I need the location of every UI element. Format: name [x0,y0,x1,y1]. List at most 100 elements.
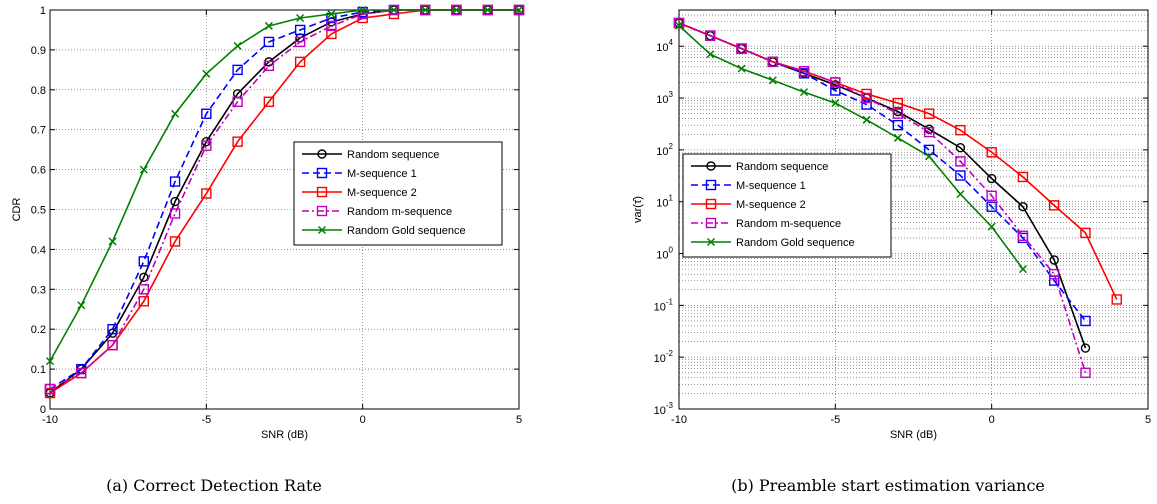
data-point [326,20,337,32]
legend-label: Random sequence [736,161,828,173]
tick-labels: -10 -5 0 5 0 0.1 0.2 0.3 0.4 0.5 0.6 0.7 0.8 0.9 1 [31,5,522,426]
legend-label: M-sequence 1 [347,168,417,180]
series-group [673,17,1122,378]
data-point [1017,230,1029,241]
data-point [201,140,212,151]
legend-label: M-sequence 2 [347,187,417,199]
x-tick-label: 0 [989,414,995,426]
data-point [77,301,86,310]
data-point [830,85,841,96]
data-point [171,109,180,118]
x-tick-label: 5 [516,414,522,426]
legend-marker [316,205,328,217]
data-point [1049,255,1059,265]
chart-cdr: -10 -5 0 5 0 0.1 0.2 0.3 0.4 0.5 0.6 0.7 0.8 0.9 1 SNR … [11,4,525,495]
legend-label: Random m-sequence [736,218,841,230]
caption: (a) Correct Detection Rate [106,476,322,495]
y-tick-label: 0.9 [31,45,46,57]
data-point [232,136,243,147]
legend-marker [706,237,716,247]
data-point [955,143,966,153]
series-line [678,22,1087,322]
data-point [986,173,997,184]
legend-box [682,153,892,258]
legend-marker [706,161,716,171]
y-tick-label: 10-1 [654,297,674,313]
legend-marker [705,198,717,210]
y-tick-label: 101 [656,194,673,210]
legend-marker [705,217,717,229]
data-point [44,383,56,395]
y-tick-label: 102 [656,142,673,158]
data-point [139,165,148,174]
data-point [800,88,809,97]
y-tick-label: 0 [40,404,46,416]
data-point [987,222,996,231]
tick-labels: -10 -5 0 5 10-3 10-2 10-1 100 101 102 103 104 [654,38,1151,426]
legend: Random sequence M-sequence 1 M-sequence 2 R… [293,141,503,246]
data-point [294,24,306,36]
data-point [830,77,841,88]
legend-marker [705,179,717,191]
data-point [831,99,840,108]
data-point [955,156,966,167]
data-point [358,5,367,15]
data-point [737,64,746,73]
data-point [294,56,306,68]
x-axis-label: SNR (dB) [890,429,937,441]
y-tick-label: 103 [656,90,673,106]
data-point [736,43,747,54]
data-point [483,5,492,15]
grid [679,10,1148,409]
data-point [893,133,902,142]
data-point [139,272,149,283]
data-point [705,30,716,41]
data-point [862,115,871,124]
data-point [263,60,275,72]
data-point [1111,294,1122,305]
x-tick-label: -10 [671,414,687,426]
data-point [202,69,211,78]
legend-label: Random sequence [347,149,439,161]
series-group [44,4,525,399]
data-point [706,50,715,59]
data-point [138,256,150,267]
data-point [264,21,273,30]
data-point [674,21,684,30]
y-axis-label: var(τ̂) [632,196,644,223]
data-point [892,108,904,119]
data-point [170,196,180,207]
data-point [201,188,212,199]
data-point [138,296,150,307]
data-point [767,56,778,68]
y-tick-label: 104 [656,38,673,54]
data-point [892,97,904,109]
y-tick-label: 0.7 [31,125,46,137]
legend-label: Random Gold sequence [736,237,855,249]
data-point [169,208,181,219]
data-point [514,5,524,15]
data-point [1080,315,1091,327]
data-point [452,5,461,15]
x-tick-label: -5 [830,414,840,426]
data-point [232,64,243,76]
x-tick-label: 5 [1145,414,1151,426]
axes-frame [678,9,1149,410]
y-tick-label: 0.5 [31,205,46,217]
data-point [1080,227,1091,239]
data-point [673,17,685,29]
data-point [861,92,872,104]
legend-label: Random m-sequence [347,206,452,218]
data-point [169,236,181,247]
data-point [76,367,87,379]
legend-label: M-sequence 2 [736,199,806,211]
data-point [986,190,997,201]
data-point [986,201,997,212]
y-tick-label: 100 [656,246,673,262]
data-point [169,176,181,187]
data-point [923,126,935,138]
data-point [923,108,935,119]
x-tick-label: 0 [360,414,366,426]
data-point [956,190,965,199]
